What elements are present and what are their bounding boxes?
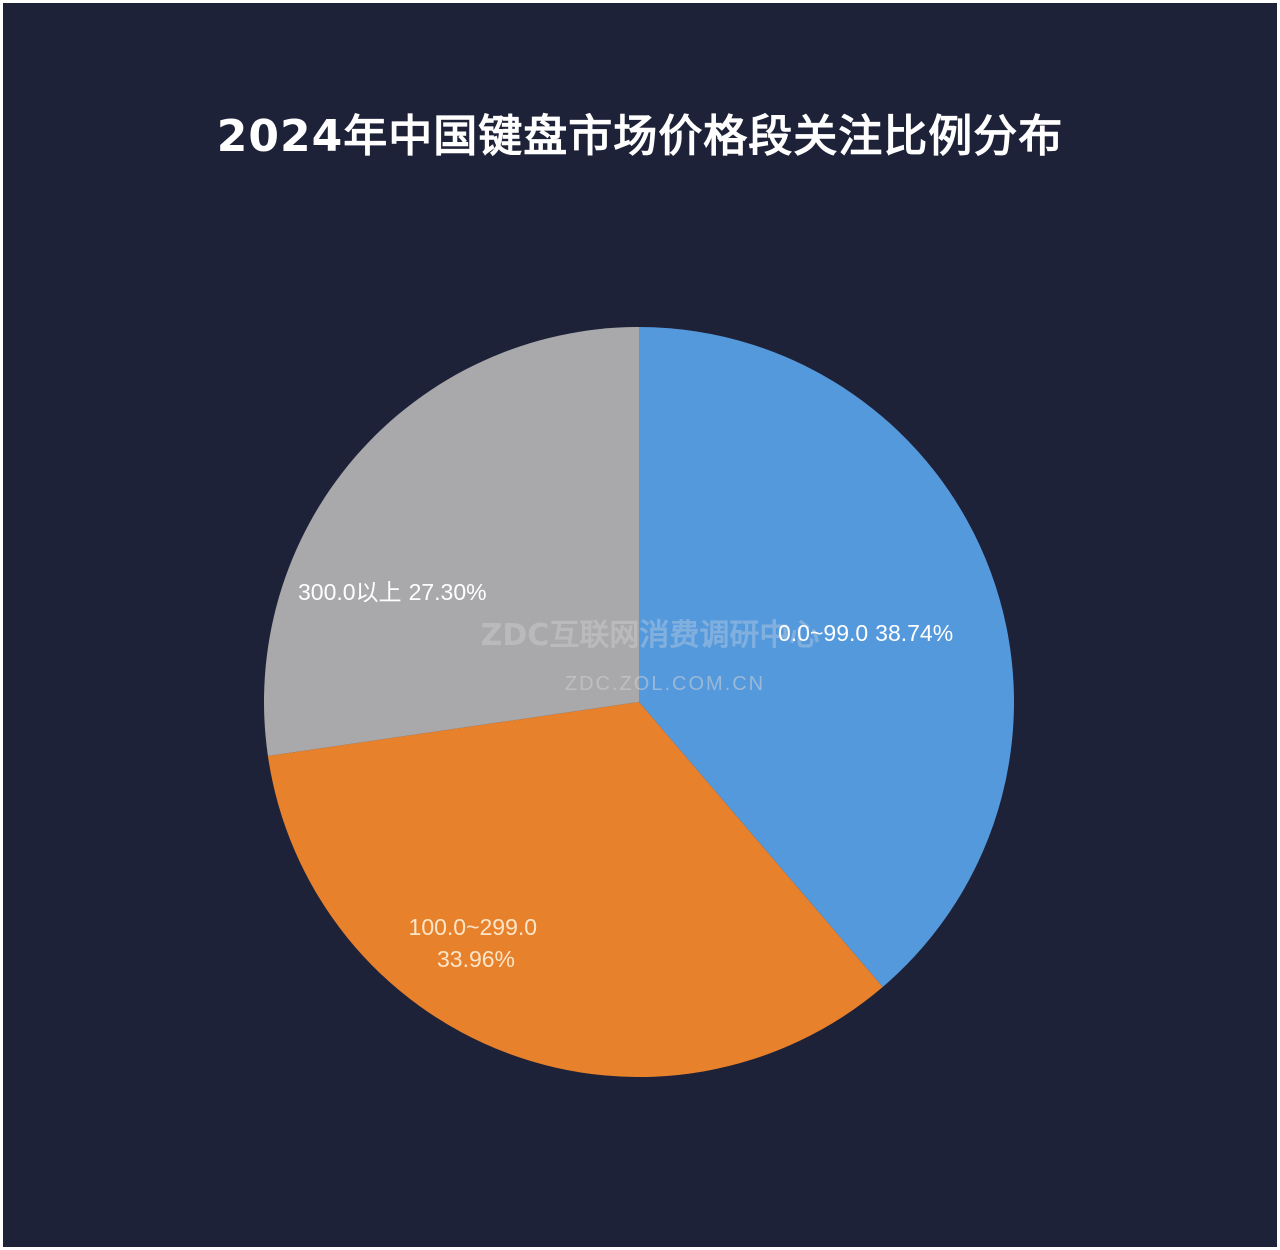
slice-label-0-99: 0.0~99.0 38.74% bbox=[778, 620, 953, 646]
slice-category: 0.0~99.0 bbox=[778, 620, 868, 646]
slice-300-plus bbox=[264, 327, 639, 756]
slice-percent: 33.96% bbox=[437, 946, 515, 972]
slice-label-300-plus: 300.0以上 27.30% bbox=[298, 579, 487, 605]
slice-percent: 38.74% bbox=[875, 620, 953, 646]
slice-0-99 bbox=[639, 327, 1014, 987]
slice-category: 100.0~299.0 bbox=[409, 914, 538, 940]
slice-100-299 bbox=[267, 702, 883, 1077]
chart-title: 2024年中国键盘市场价格段关注比例分布 bbox=[216, 111, 1064, 162]
slice-percent: 27.30% bbox=[409, 579, 487, 605]
watermark: ZDC互联网消费调研中心 ZDC.ZOL.COM.CN bbox=[481, 618, 820, 695]
slice-category: 300.0以上 bbox=[298, 579, 402, 605]
watermark-sub: ZDC.ZOL.COM.CN bbox=[565, 673, 765, 695]
watermark-main: ZDC互联网消费调研中心 bbox=[481, 618, 820, 653]
slice-label-100-299: 100.0~299.0 33.96% bbox=[409, 914, 544, 972]
pie-slices bbox=[264, 327, 1014, 1077]
pie-labels: 0.0~99.0 38.74% 100.0~299.0 33.96% 300.0以… bbox=[298, 579, 953, 972]
